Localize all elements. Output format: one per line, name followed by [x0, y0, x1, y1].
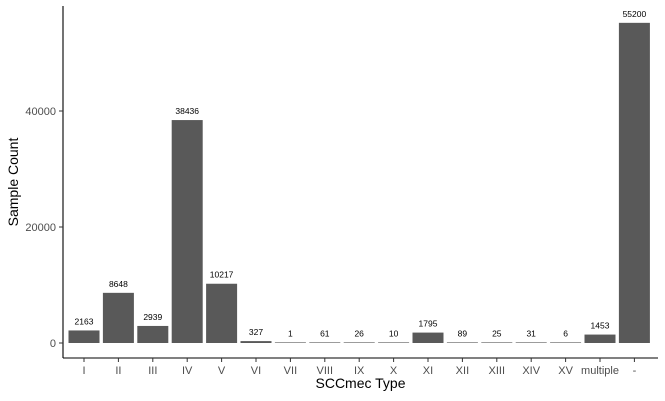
x-tick-label: IX — [354, 365, 365, 377]
bar-6 — [274, 342, 306, 343]
x-tick-label: X — [390, 365, 398, 377]
bar-2 — [137, 325, 169, 343]
y-ticks-group: 0 20000 40000 — [25, 106, 63, 350]
bar-value-label: 327 — [249, 327, 263, 337]
x-tick-label: I — [82, 365, 85, 377]
bar-value-label: 10 — [389, 328, 399, 338]
x-tick-label: VI — [251, 365, 261, 377]
bar-12 — [481, 342, 513, 343]
y-tick-label: 40000 — [25, 106, 56, 118]
bar-10 — [412, 332, 444, 343]
bar-15 — [584, 334, 616, 343]
x-tick-label: VIII — [317, 365, 334, 377]
bar-value-label: 38436 — [175, 106, 199, 116]
x-tick-label: III — [148, 365, 157, 377]
x-tick-label: XIII — [489, 365, 506, 377]
bar-3 — [171, 120, 203, 343]
x-tick-label: XV — [558, 365, 573, 377]
bar-13 — [515, 342, 547, 343]
x-tick-label: II — [115, 365, 121, 377]
bar-9 — [378, 342, 410, 343]
bar-value-label: 55200 — [623, 9, 647, 19]
bar-7 — [309, 342, 341, 343]
x-tick-label: IV — [182, 365, 193, 377]
bar-value-label: 31 — [526, 328, 536, 338]
bar-value-label: 2939 — [143, 312, 162, 322]
bar-value-label: 8648 — [109, 279, 128, 289]
x-tick-label: VII — [284, 365, 297, 377]
bar-labels-group: 2163 8648 2939 38436 10217 327 1 61 26 10 1795 89 25… — [75, 9, 647, 339]
bar-value-label: 6 — [563, 328, 568, 338]
x-ticks-group: I II III IV V VI VII VIII IX X XI XII XIII XIV XV multi… — [82, 358, 637, 377]
bar-value-label: 2163 — [75, 316, 94, 326]
bar-value-label: 26 — [354, 328, 364, 338]
x-tick-label: V — [218, 365, 226, 377]
x-tick-label: multiple — [581, 365, 619, 377]
bar-0 — [68, 330, 100, 343]
bar-value-label: 89 — [458, 328, 468, 338]
bar-value-label: 1795 — [419, 319, 438, 329]
bar-11 — [446, 342, 478, 343]
bar-value-label: 1453 — [591, 321, 610, 331]
bar-16 — [618, 22, 650, 344]
bar-1 — [102, 292, 134, 343]
bar-value-label: 25 — [492, 328, 502, 338]
x-tick-label: XI — [423, 365, 433, 377]
bar-4 — [206, 283, 238, 343]
bar-5 — [240, 341, 272, 343]
bar-value-label: 1 — [288, 328, 293, 338]
y-tick-label: 20000 — [25, 222, 56, 234]
bar-value-label: 61 — [320, 328, 330, 338]
bars-group — [68, 22, 650, 344]
x-axis-title: SCCmec Type — [316, 375, 406, 391]
x-tick-label: - — [633, 365, 637, 377]
x-tick-label: XII — [456, 365, 469, 377]
x-tick-label: XIV — [522, 365, 540, 377]
bar-8 — [343, 342, 375, 343]
bar-value-label: 10217 — [210, 270, 234, 280]
y-tick-label: 0 — [50, 338, 56, 350]
bar-14 — [550, 342, 582, 343]
y-axis-title: Sample Count — [5, 138, 21, 227]
